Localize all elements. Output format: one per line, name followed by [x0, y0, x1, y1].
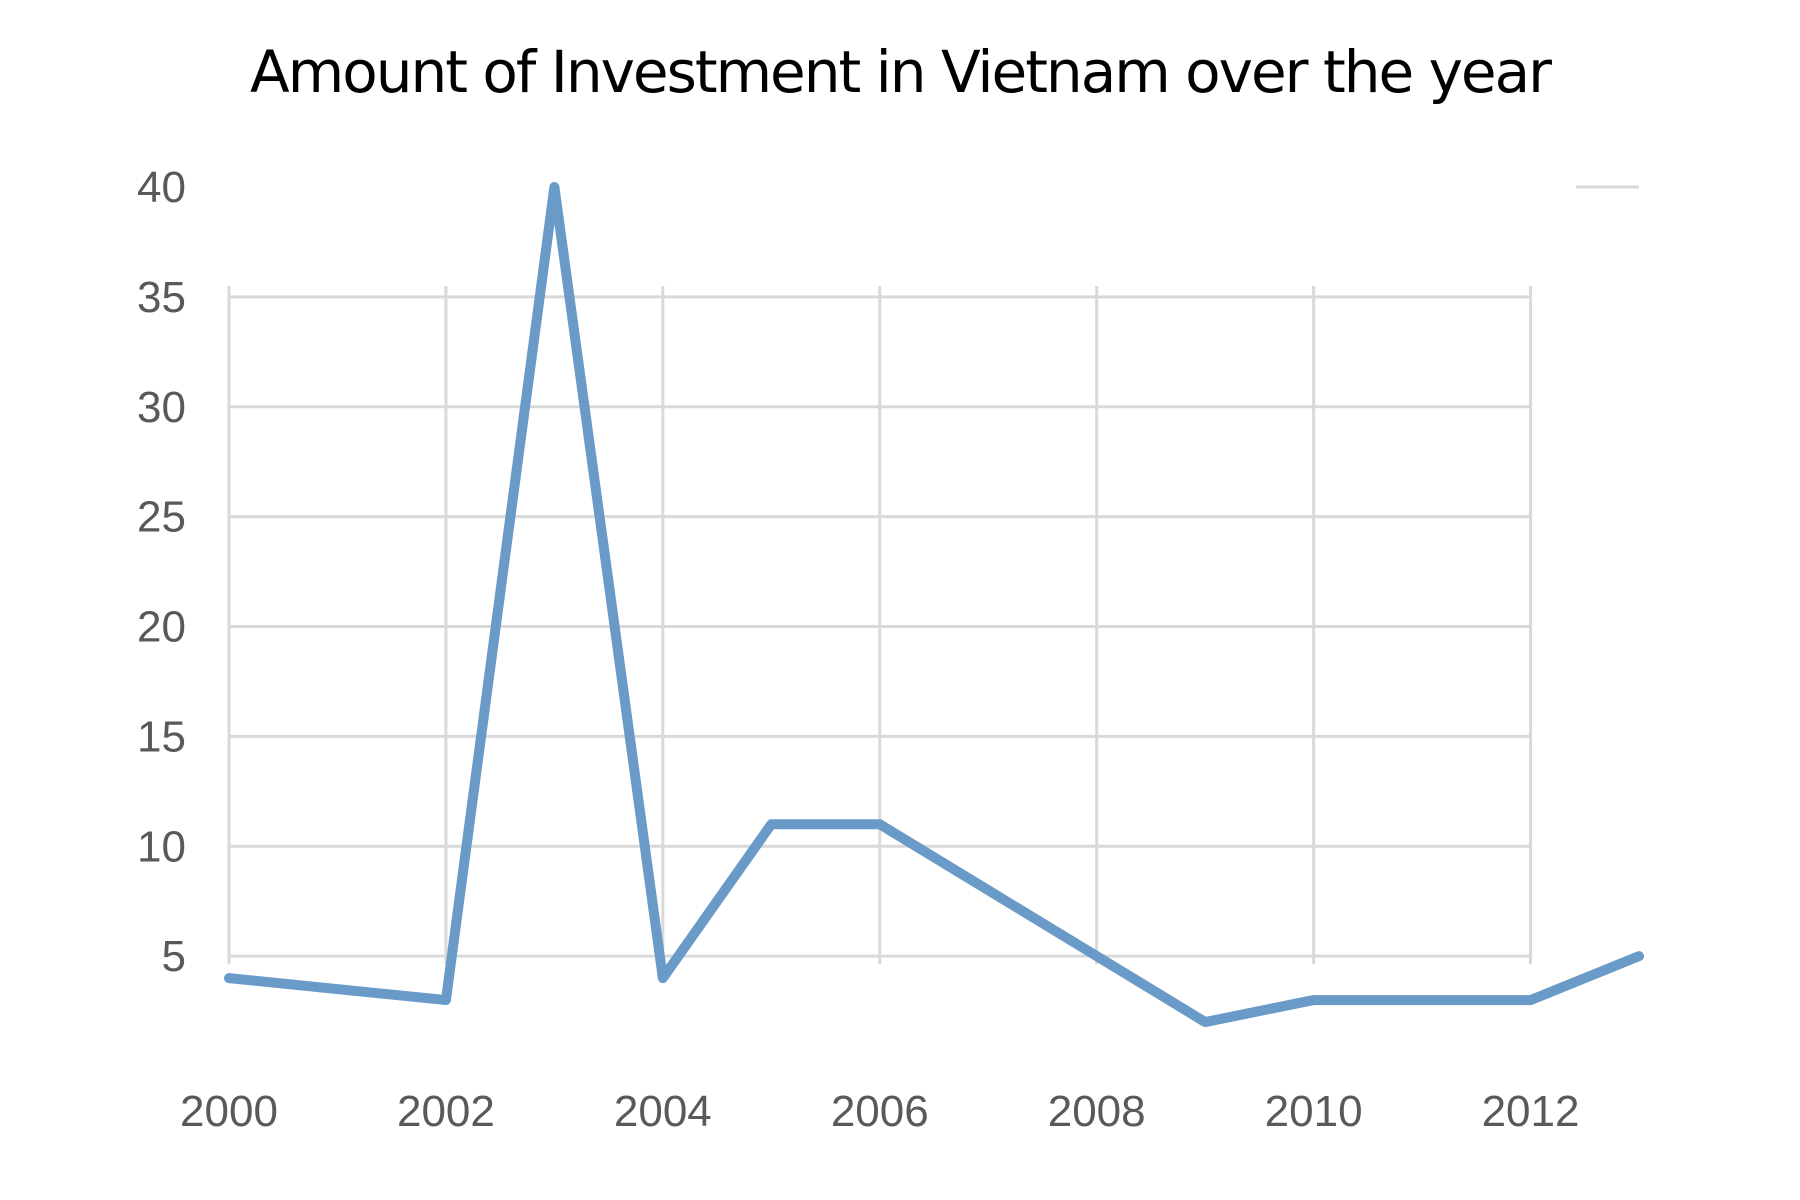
data-point [1638, 955, 1640, 957]
chart-title: Amount of Investment in Vietnam over the… [250, 38, 1552, 106]
y-axis-ticks: 5 10 15 20 25 30 35 40 [137, 163, 186, 981]
data-point [662, 977, 664, 979]
data-point [770, 823, 772, 825]
x-tick-label: 2008 [1048, 1087, 1146, 1136]
data-point [879, 823, 881, 825]
y-tick-label: 20 [137, 603, 186, 652]
x-tick-label: 2000 [180, 1087, 278, 1136]
y-tick-label: 15 [137, 712, 186, 761]
series-line [224, 182, 1644, 1028]
x-tick-label: 2002 [397, 1087, 495, 1136]
data-point [1313, 999, 1315, 1001]
series-layer [224, 182, 1644, 1028]
y-tick-label: 5 [162, 932, 186, 981]
data-point [553, 186, 555, 188]
data-point [1204, 1021, 1206, 1023]
x-tick-label: 2012 [1482, 1087, 1580, 1136]
y-tick-label: 40 [137, 163, 186, 212]
data-point [1530, 999, 1532, 1001]
x-tick-label: 2004 [614, 1087, 712, 1136]
data-point [445, 999, 447, 1001]
y-tick-label: 10 [137, 822, 186, 871]
y-tick-label: 35 [137, 273, 186, 322]
y-tick-label: 25 [137, 493, 186, 542]
x-tick-label: 2010 [1265, 1087, 1363, 1136]
y-tick-label: 30 [137, 383, 186, 432]
x-axis-ticks: 2000 2002 2004 2006 2008 2010 2012 [180, 1087, 1579, 1136]
data-point [228, 977, 230, 979]
x-tick-label: 2006 [831, 1087, 929, 1136]
grid [227, 185, 1639, 965]
